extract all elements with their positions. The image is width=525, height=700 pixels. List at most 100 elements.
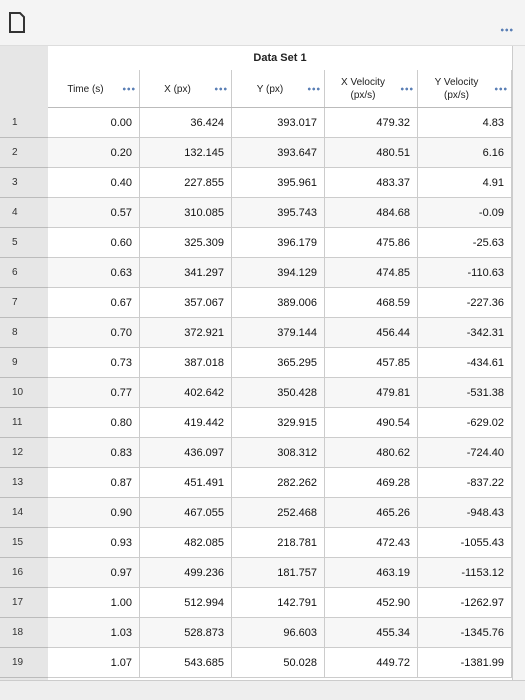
data-cell[interactable]: 0.67 [48,288,140,318]
data-cell[interactable]: 472.43 [325,528,418,558]
data-cell[interactable]: 4.91 [418,168,512,198]
row-number[interactable]: 8 [0,318,48,348]
data-cell[interactable]: 4.83 [418,108,512,138]
data-cell[interactable]: 0.63 [48,258,140,288]
data-cell[interactable]: 480.62 [325,438,418,468]
row-number[interactable]: 7 [0,288,48,318]
data-cell[interactable]: 395.961 [232,168,325,198]
data-cell[interactable]: 1.00 [48,588,140,618]
row-number[interactable]: 18 [0,618,48,648]
data-cell[interactable]: 543.685 [140,648,232,678]
data-cell[interactable]: 50.028 [232,648,325,678]
column-header[interactable]: Time (s) [48,70,140,108]
column-menu[interactable] [122,87,136,91]
column-menu[interactable] [214,87,228,91]
data-cell[interactable]: 0.40 [48,168,140,198]
data-cell[interactable]: 350.428 [232,378,325,408]
data-cell[interactable]: 0.87 [48,468,140,498]
data-cell[interactable]: 227.855 [140,168,232,198]
column-header[interactable]: X Velocity (px/s) [325,70,418,108]
row-number[interactable]: 13 [0,468,48,498]
data-cell[interactable]: 468.59 [325,288,418,318]
data-cell[interactable]: 0.77 [48,378,140,408]
data-cell[interactable]: 512.994 [140,588,232,618]
row-number[interactable]: 14 [0,498,48,528]
row-number[interactable]: 5 [0,228,48,258]
data-cell[interactable]: 282.262 [232,468,325,498]
row-number[interactable]: 17 [0,588,48,618]
row-number[interactable]: 19 [0,648,48,678]
data-cell[interactable]: 0.90 [48,498,140,528]
data-cell[interactable]: -1262.97 [418,588,512,618]
data-cell[interactable]: -227.36 [418,288,512,318]
data-cell[interactable]: -1381.99 [418,648,512,678]
data-cell[interactable]: 1.07 [48,648,140,678]
data-cell[interactable]: 372.921 [140,318,232,348]
data-cell[interactable]: 0.57 [48,198,140,228]
data-cell[interactable]: 0.20 [48,138,140,168]
row-number[interactable]: 4 [0,198,48,228]
column-menu[interactable] [494,87,508,91]
data-cell[interactable]: 393.017 [232,108,325,138]
data-cell[interactable]: 482.085 [140,528,232,558]
data-cell[interactable]: 451.491 [140,468,232,498]
data-cell[interactable]: 0.80 [48,408,140,438]
data-cell[interactable]: -110.63 [418,258,512,288]
row-number[interactable]: 15 [0,528,48,558]
data-cell[interactable]: 452.90 [325,588,418,618]
data-cell[interactable]: -531.38 [418,378,512,408]
data-cell[interactable]: 0.60 [48,228,140,258]
data-cell[interactable]: 132.145 [140,138,232,168]
data-cell[interactable]: 1.03 [48,618,140,648]
data-cell[interactable]: 218.781 [232,528,325,558]
data-cell[interactable]: -948.43 [418,498,512,528]
data-cell[interactable]: 484.68 [325,198,418,228]
data-cell[interactable]: 365.295 [232,348,325,378]
row-number[interactable]: 9 [0,348,48,378]
data-cell[interactable]: 0.73 [48,348,140,378]
data-cell[interactable]: 463.19 [325,558,418,588]
data-cell[interactable]: 181.757 [232,558,325,588]
data-cell[interactable]: -342.31 [418,318,512,348]
data-cell[interactable]: 329.915 [232,408,325,438]
data-cell[interactable]: 393.647 [232,138,325,168]
data-cell[interactable]: 325.309 [140,228,232,258]
data-cell[interactable]: 457.85 [325,348,418,378]
data-cell[interactable]: 490.54 [325,408,418,438]
data-cell[interactable]: 0.70 [48,318,140,348]
data-cell[interactable]: -1345.76 [418,618,512,648]
document-icon[interactable] [8,12,26,34]
column-menu[interactable] [400,87,414,91]
row-number[interactable]: 2 [0,138,48,168]
data-cell[interactable]: 387.018 [140,348,232,378]
data-cell[interactable]: 341.297 [140,258,232,288]
data-cell[interactable]: 394.129 [232,258,325,288]
data-cell[interactable]: 252.468 [232,498,325,528]
data-cell[interactable]: 142.791 [232,588,325,618]
data-cell[interactable]: 474.85 [325,258,418,288]
data-cell[interactable]: -724.40 [418,438,512,468]
data-cell[interactable]: -1055.43 [418,528,512,558]
data-cell[interactable]: 395.743 [232,198,325,228]
data-cell[interactable]: 96.603 [232,618,325,648]
data-cell[interactable]: 449.72 [325,648,418,678]
data-cell[interactable]: 419.442 [140,408,232,438]
data-cell[interactable]: -629.02 [418,408,512,438]
row-number[interactable]: 3 [0,168,48,198]
row-number[interactable]: 11 [0,408,48,438]
data-cell[interactable]: 389.006 [232,288,325,318]
row-number[interactable]: 16 [0,558,48,588]
data-cell[interactable]: 455.34 [325,618,418,648]
data-cell[interactable]: 469.28 [325,468,418,498]
data-cell[interactable]: 0.97 [48,558,140,588]
column-menu[interactable] [307,87,321,91]
data-cell[interactable]: 480.51 [325,138,418,168]
data-cell[interactable]: 379.144 [232,318,325,348]
menu-dots[interactable] [500,28,514,32]
data-cell[interactable]: -1153.12 [418,558,512,588]
data-cell[interactable]: 36.424 [140,108,232,138]
data-cell[interactable]: 402.642 [140,378,232,408]
data-cell[interactable]: 499.236 [140,558,232,588]
data-cell[interactable]: 0.93 [48,528,140,558]
data-cell[interactable]: 479.81 [325,378,418,408]
